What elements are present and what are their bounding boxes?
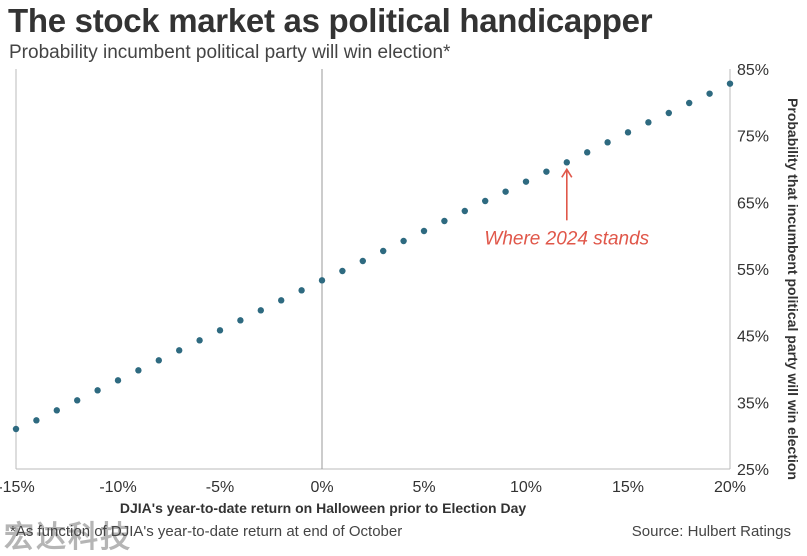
data-point: [543, 168, 550, 175]
y-tick-label: 35%: [737, 395, 769, 412]
data-point: [359, 257, 366, 265]
y-tick-label: 85%: [737, 62, 769, 79]
data-point: [624, 129, 632, 136]
data-point: [461, 207, 468, 215]
data-point: [645, 119, 652, 126]
data-point: [380, 247, 387, 255]
x-tick-label: -5%: [206, 479, 234, 496]
annotation-label: Where 2024 stands: [484, 228, 649, 249]
data-point: [298, 287, 305, 294]
data-point: [53, 407, 60, 414]
annotation-arrow-head: [561, 167, 573, 178]
data-point: [604, 139, 611, 146]
data-point: [237, 317, 244, 324]
footnote: *As function of DJIA's year-to-date retu…: [10, 523, 403, 540]
axis-ticks: -15% -10% -5% 0% 5% 10% 15% 20%25% 35% 45% 55% 65% 7…: [0, 62, 801, 516]
x-tick-label: 5%: [412, 479, 435, 496]
watermark: 宏达科技: [4, 520, 132, 555]
data-point: [665, 109, 672, 117]
data-point: [441, 217, 448, 225]
data-point: [726, 80, 734, 87]
data-point: [257, 307, 264, 314]
data-point: [176, 347, 183, 354]
data-point: [502, 188, 509, 195]
data-point: [339, 267, 346, 275]
chart-subtitle: Probability incumbent political party wi…: [9, 42, 451, 63]
x-tick-label: 20%: [714, 479, 746, 496]
y-tick-label: 75%: [737, 129, 769, 146]
plot-frame: [15, 69, 731, 470]
data-point: [400, 237, 407, 245]
chart-title: The stock market as political handicappe…: [8, 2, 653, 39]
annotation-group: Where 2024 stands: [484, 167, 650, 249]
y-axis-title: Probability that incumbent political par…: [785, 98, 801, 480]
source-note: Source: Hulbert Ratings: [631, 523, 791, 540]
data-point: [114, 377, 122, 384]
data-point: [33, 417, 40, 424]
data-point: [94, 387, 101, 394]
x-axis-title: DJIA's year-to-date return on Halloween …: [120, 500, 527, 516]
x-tick-label: -10%: [99, 479, 136, 496]
data-point: [155, 357, 162, 364]
x-tick-label: 15%: [612, 479, 644, 496]
data-point: [584, 149, 591, 156]
data-point: [135, 367, 142, 374]
data-point: [196, 337, 203, 344]
data-point: [522, 178, 530, 185]
data-point: [216, 327, 224, 334]
data-point: [482, 197, 489, 205]
x-tick-label: 0%: [310, 479, 333, 496]
data-point: [12, 425, 20, 433]
y-tick-label: 55%: [737, 262, 769, 279]
y-tick-label: 25%: [737, 462, 769, 479]
data-point: [563, 159, 570, 166]
y-tick-label: 65%: [737, 195, 769, 212]
data-point: [278, 297, 285, 304]
data-point: [74, 397, 81, 404]
x-tick-label: 10%: [510, 479, 542, 496]
data-point: [318, 277, 326, 284]
y-tick-label: 45%: [737, 329, 769, 346]
data-points: [12, 80, 734, 433]
data-point: [706, 90, 713, 97]
data-point: [686, 99, 693, 107]
data-point: [420, 227, 428, 235]
x-tick-label: -15%: [0, 479, 35, 496]
